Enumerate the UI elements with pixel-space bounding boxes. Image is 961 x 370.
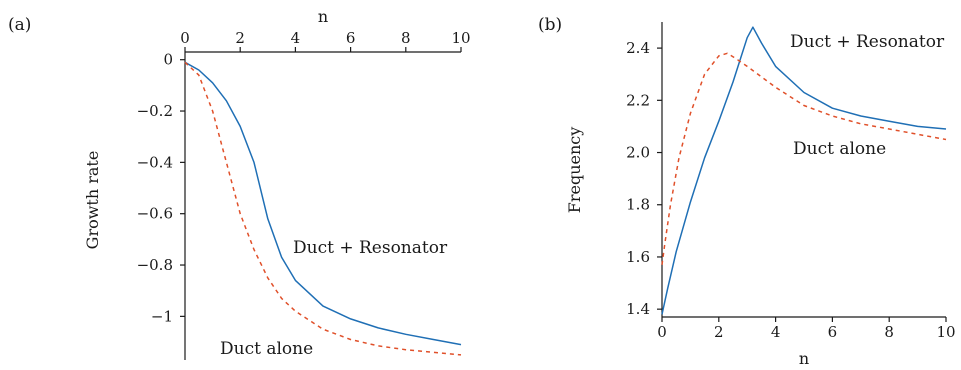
panel-b-y-ticks: 1.4 1.6 1.8 2.0 2.2 2.4 <box>626 39 662 318</box>
panel-a-y-label: Growth rate <box>83 151 102 250</box>
panel-b-y-tick-label: 2.2 <box>626 91 650 109</box>
panel-b-y-tick-label: 2.4 <box>626 39 650 57</box>
panel-b-y-tick-label: 1.8 <box>626 196 650 214</box>
panel-a-y-tick-label: −0.6 <box>137 205 173 223</box>
panel-b-x-tick-label: 10 <box>936 323 955 341</box>
panel-a-y-tick-label: −0.4 <box>137 153 173 171</box>
panel-b-y-tick-label: 1.6 <box>626 248 650 266</box>
panel-a-x-label: n <box>318 7 328 26</box>
panel-b-x-tick-label: 6 <box>828 323 838 341</box>
panel-b: (b) n Frequency 0 2 4 6 8 10 1.4 1.6 1.8 2.0 2.2 2… <box>538 15 956 368</box>
panel-a-alone-annotation: Duct alone <box>220 339 313 359</box>
panel-a-x-ticks: 0 2 4 6 8 10 <box>180 29 471 52</box>
panel-a-y-tick-label: −0.2 <box>137 102 173 120</box>
panel-a-x-tick-label: 6 <box>346 29 356 47</box>
panel-a-series <box>184 61 462 356</box>
panel-b-duct-resonator-line <box>661 26 947 315</box>
panel-a-duct-resonator-line <box>184 61 462 346</box>
panel-a-duct-alone-line <box>184 61 462 356</box>
panel-a-label: (a) <box>8 15 31 35</box>
panel-b-label: (b) <box>538 15 562 35</box>
panel-a: (a) n Growth rate 0 2 4 6 8 10 0 −0.2 −0.4 −0.6 −… <box>8 7 471 360</box>
panel-a-x-tick-label: 2 <box>235 29 245 47</box>
panel-b-x-ticks: 0 2 4 6 8 10 <box>657 317 956 341</box>
panel-b-x-tick-label: 8 <box>884 323 894 341</box>
panel-b-resonator-annotation: Duct + Resonator <box>790 32 945 52</box>
panel-a-x-tick-label: 10 <box>451 29 470 47</box>
panel-b-x-tick-label: 4 <box>771 323 781 341</box>
panel-a-y-tick-label: 0 <box>163 51 173 69</box>
panel-a-resonator-annotation: Duct + Resonator <box>293 238 448 258</box>
panel-a-x-tick-label: 8 <box>401 29 411 47</box>
panel-b-duct-alone-line <box>661 52 947 265</box>
panel-a-y-tick-label: −1 <box>151 307 173 325</box>
panel-a-x-tick-label: 4 <box>291 29 301 47</box>
panel-b-y-tick-label: 2.0 <box>626 144 650 162</box>
panel-b-x-tick-label: 0 <box>657 323 667 341</box>
panel-b-y-label: Frequency <box>565 127 584 214</box>
panel-a-y-tick-label: −0.8 <box>137 256 173 274</box>
panel-a-x-tick-label: 0 <box>180 29 190 47</box>
panel-b-series <box>661 26 947 315</box>
panel-b-x-label: n <box>799 349 809 368</box>
panel-b-x-tick-label: 2 <box>714 323 724 341</box>
panel-b-y-tick-label: 1.4 <box>626 300 650 318</box>
panel-a-y-ticks: 0 −0.2 −0.4 −0.6 −0.8 −1 <box>137 51 185 325</box>
panel-b-alone-annotation: Duct alone <box>793 139 886 159</box>
